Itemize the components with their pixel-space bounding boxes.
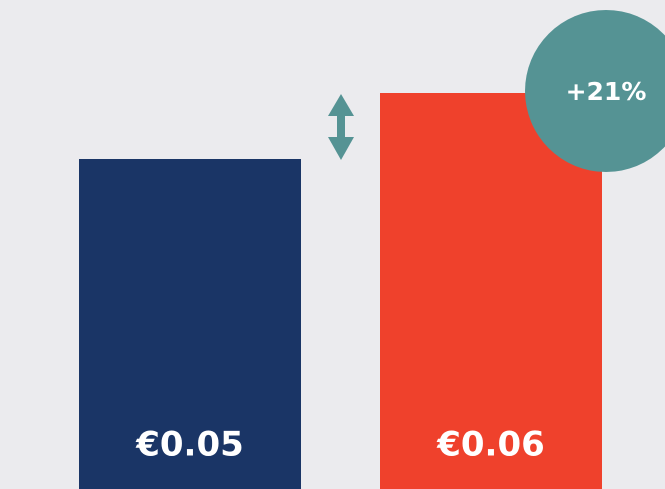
compare-arrow <box>328 94 354 160</box>
arrow-up <box>328 94 354 116</box>
bar <box>79 159 301 489</box>
annotation-badge <box>525 10 665 172</box>
value-label: €0.05 <box>135 425 244 465</box>
value-label: €0.06 <box>436 425 545 465</box>
annotation: +21% <box>566 77 647 106</box>
arrow-shaft <box>337 115 345 138</box>
arrow-down <box>328 137 354 160</box>
